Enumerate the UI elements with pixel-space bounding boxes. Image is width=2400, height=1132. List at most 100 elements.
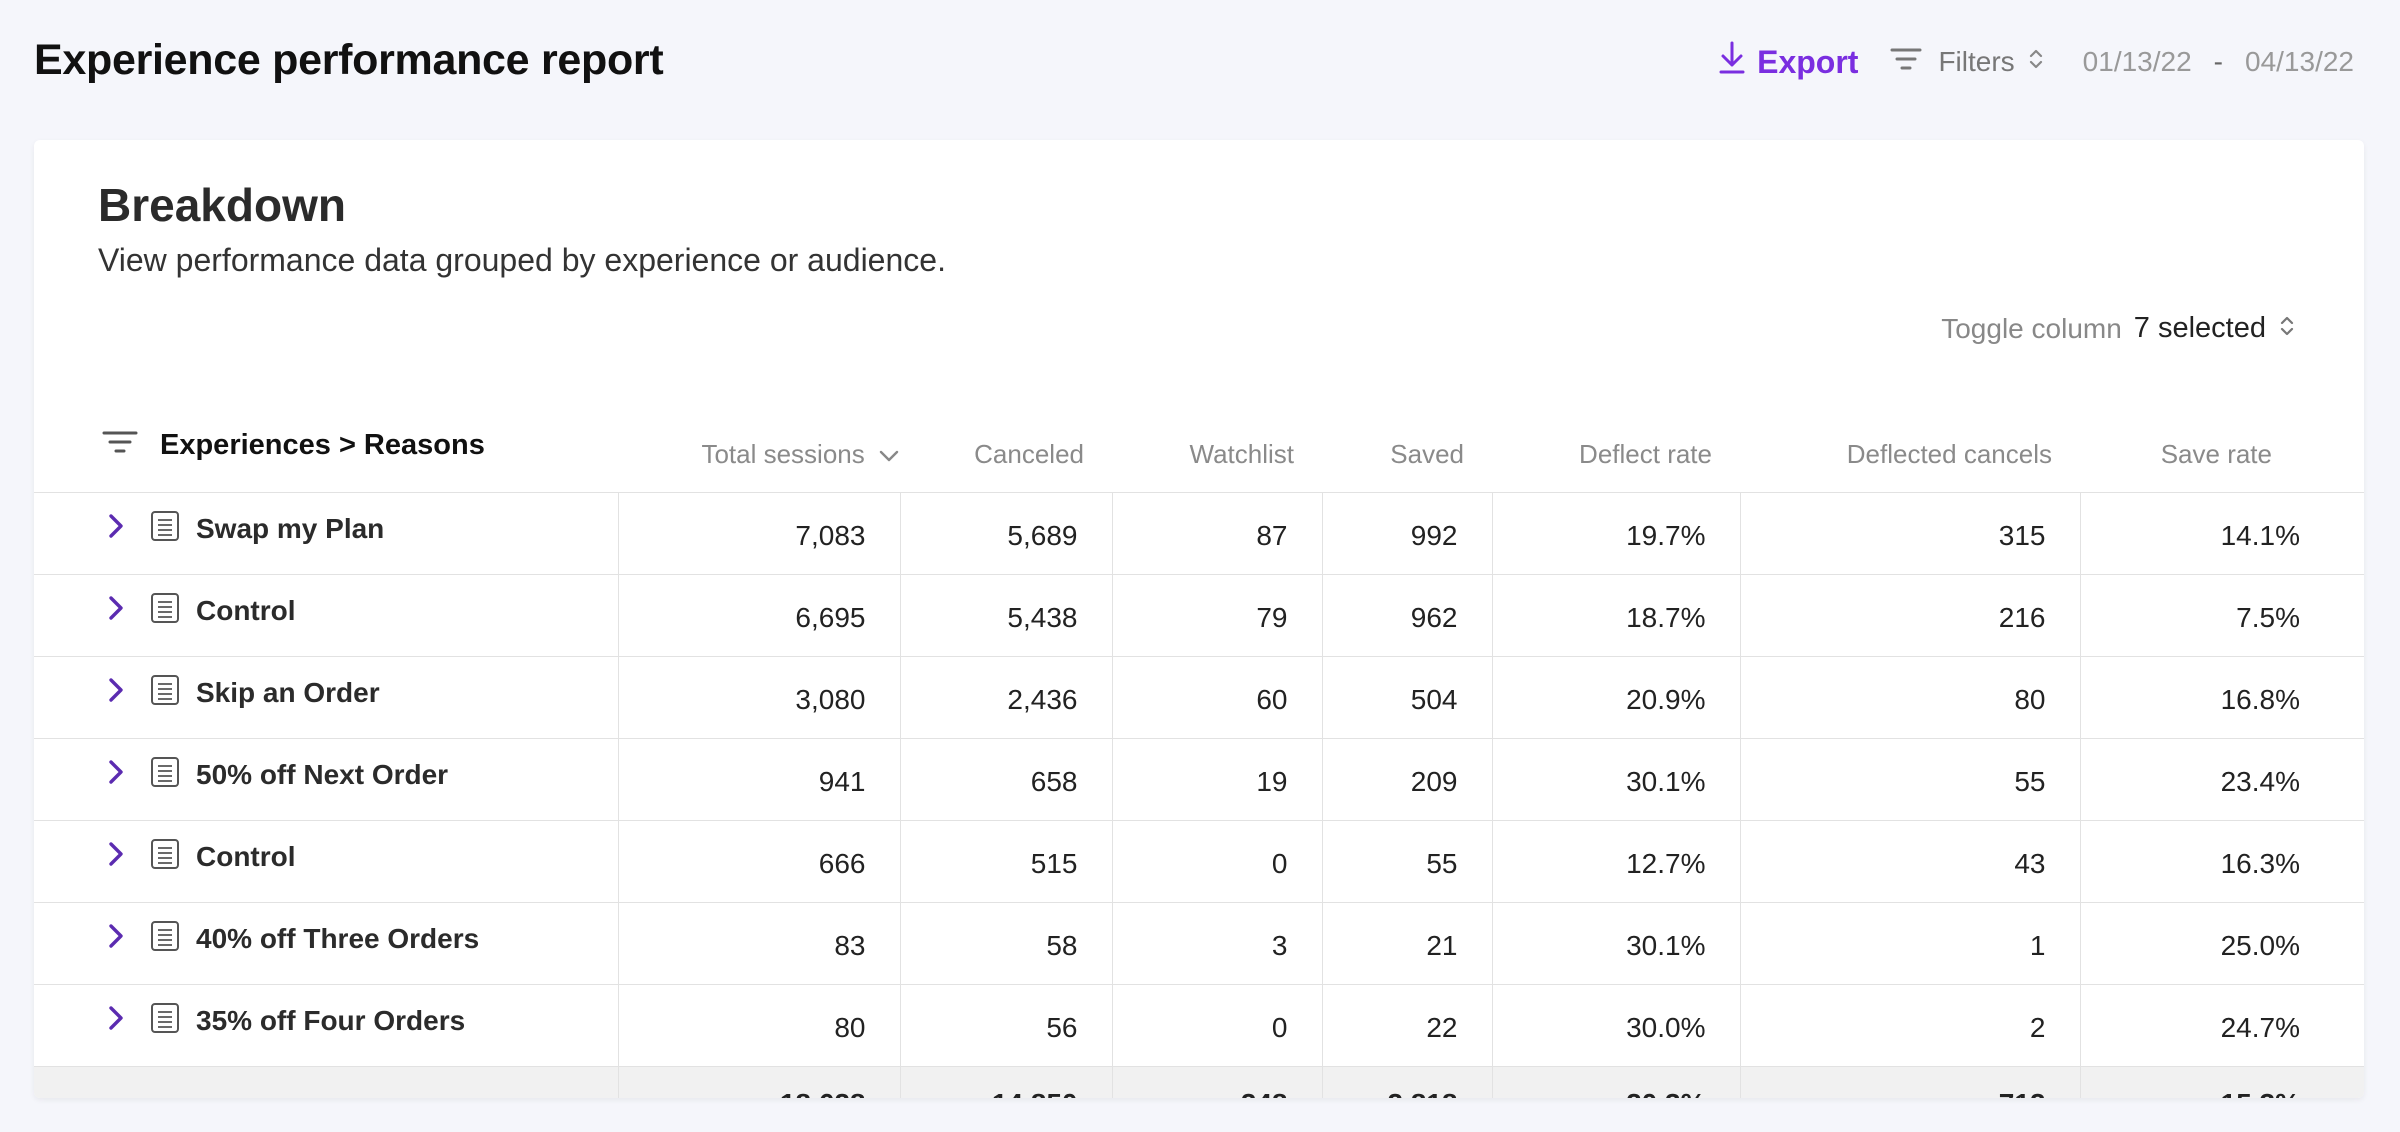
expand-chevron-right-icon[interactable]	[108, 677, 124, 710]
table-row[interactable]: 35% off Four Orders 80 56 0 22 30.0% 2 24.7%	[34, 984, 2364, 1067]
expand-chevron-right-icon[interactable]	[108, 513, 124, 546]
chevron-up-down-icon	[2029, 46, 2043, 78]
cell-saved: 504	[1321, 656, 1492, 739]
column-header-deflect-rate[interactable]: Deflect rate	[1492, 376, 1740, 493]
table-row[interactable]: 50% off Next Order 941 658 19 209 30.1% 55 23.4…	[34, 738, 2364, 821]
cell-save-rate: 14.1%	[2079, 492, 2364, 575]
filter-lines-icon	[102, 429, 160, 462]
table-row[interactable]: Control 6,695 5,438 79 962 18.7% 216 7.5%	[34, 574, 2364, 657]
cell-watchlist: 19	[1111, 738, 1322, 821]
cell-deflect-rate: 30.0%	[1491, 984, 1740, 1067]
date-range-picker[interactable]: 01/13/22 - 04/13/22	[2083, 46, 2354, 78]
cell-deflect-rate: 30.1%	[1491, 738, 1740, 821]
cell-deflected-cancels: 1	[1739, 902, 2080, 985]
total-saved: 2,818	[1321, 1066, 1492, 1098]
cell-saved: 55	[1321, 820, 1492, 903]
cell-saved: 209	[1321, 738, 1492, 821]
cell-deflect-rate: 30.1%	[1491, 902, 1740, 985]
cell-deflected-cancels: 2	[1739, 984, 2080, 1067]
cell-watchlist: 0	[1111, 820, 1322, 903]
row-label-cell: 50% off Next Order	[34, 738, 618, 821]
export-label: Export	[1757, 43, 1859, 80]
page-title: Experience performance report	[34, 36, 664, 84]
column-header-total-sessions[interactable]: Total sessions	[618, 376, 900, 493]
row-name: 50% off Next Order	[196, 759, 449, 790]
top-bar: Experience performance report Export Fil…	[0, 0, 2400, 124]
cell-total-sessions: 941	[617, 738, 900, 821]
cell-deflect-rate: 19.7%	[1491, 492, 1740, 575]
cell-saved: 22	[1321, 984, 1492, 1067]
breakdown-table: Experiences > Reasons Total sessions Can…	[34, 376, 2364, 1098]
document-list-icon	[150, 838, 180, 877]
date-from: 01/13/22	[2082, 46, 2192, 77]
row-name: 40% off Three Orders	[196, 923, 480, 954]
cell-save-rate: 7.5%	[2079, 574, 2364, 657]
totals-row: 18,62814,8502482,81820.3%71215.3%	[34, 1066, 2364, 1098]
toggle-column-value: 7 selected	[2133, 312, 2266, 344]
expand-chevron-right-icon[interactable]	[108, 595, 124, 628]
download-icon	[1719, 41, 1757, 83]
export-button[interactable]: Export	[1719, 41, 1858, 83]
column-header-saved[interactable]: Saved	[1322, 376, 1492, 493]
expand-chevron-right-icon[interactable]	[108, 841, 124, 874]
cell-canceled: 5,689	[899, 492, 1112, 575]
cell-total-sessions: 3,080	[617, 656, 900, 739]
cell-deflected-cancels: 55	[1739, 738, 2080, 821]
cell-save-rate: 25.0%	[2079, 902, 2364, 985]
cell-watchlist: 60	[1111, 656, 1322, 739]
total-canceled: 14,850	[899, 1066, 1112, 1098]
card-title: Breakdown	[98, 179, 346, 231]
chevron-up-down-icon	[2280, 313, 2294, 345]
document-list-icon	[150, 674, 180, 713]
breakdown-card: Breakdown View performance data grouped …	[34, 140, 2364, 1098]
cell-canceled: 58	[899, 902, 1112, 985]
filters-label: Filters	[1938, 46, 2015, 77]
total-deflect-rate: 20.3%	[1491, 1066, 1740, 1098]
cell-save-rate: 16.3%	[2079, 820, 2364, 903]
document-list-icon	[150, 510, 180, 549]
expand-chevron-right-icon[interactable]	[108, 759, 124, 792]
cell-save-rate: 24.7%	[2079, 984, 2364, 1067]
cell-canceled: 2,436	[899, 656, 1112, 739]
totals-label-cell	[34, 1066, 618, 1098]
cell-canceled: 515	[899, 820, 1112, 903]
cell-deflect-rate: 12.7%	[1491, 820, 1740, 903]
row-name: Skip an Order	[196, 677, 380, 708]
cell-deflected-cancels: 315	[1739, 492, 2080, 575]
column-header-save-rate[interactable]: Save rate	[2080, 376, 2364, 493]
table-row[interactable]: Swap my Plan 7,083 5,689 87 992 19.7% 315 14.1%	[34, 492, 2364, 575]
document-list-icon	[150, 592, 180, 631]
row-label-cell: 35% off Four Orders	[34, 984, 618, 1067]
cell-save-rate: 23.4%	[2079, 738, 2364, 821]
cell-watchlist: 3	[1111, 902, 1322, 985]
card-subtitle: View performance data grouped by experie…	[98, 242, 946, 278]
row-name: Control	[196, 595, 296, 626]
cell-saved: 21	[1321, 902, 1492, 985]
group-by-header[interactable]: Experiences > Reasons	[34, 376, 618, 493]
toggle-column-label: Toggle column	[1941, 312, 2122, 344]
cell-watchlist: 79	[1111, 574, 1322, 657]
row-label-cell: Control	[34, 574, 618, 657]
column-header-canceled[interactable]: Canceled	[900, 376, 1112, 493]
row-name: Control	[196, 841, 296, 872]
table-row[interactable]: Skip an Order 3,080 2,436 60 504 20.9% 80 16.8%	[34, 656, 2364, 739]
column-header-watchlist[interactable]: Watchlist	[1112, 376, 1322, 493]
cell-canceled: 56	[899, 984, 1112, 1067]
document-list-icon	[150, 1002, 180, 1041]
row-name: Swap my Plan	[196, 513, 385, 544]
cell-deflected-cancels: 216	[1739, 574, 2080, 657]
filters-button[interactable]: Filters	[1890, 46, 2042, 78]
table-row[interactable]: 40% off Three Orders 83 58 3 21 30.1% 1 25.0%	[34, 902, 2364, 985]
toggle-column-dropdown[interactable]: Toggle column 7 selected	[1941, 312, 2294, 345]
cell-canceled: 658	[899, 738, 1112, 821]
cell-total-sessions: 80	[617, 984, 900, 1067]
sort-chevron-down-icon	[879, 450, 899, 461]
table-row[interactable]: Control 666 515 0 55 12.7% 43 16.3%	[34, 820, 2364, 903]
expand-chevron-right-icon[interactable]	[108, 1005, 124, 1038]
column-header-deflected-cancels[interactable]: Deflected cancels	[1740, 376, 2080, 493]
expand-chevron-right-icon[interactable]	[108, 923, 124, 956]
cell-deflected-cancels: 43	[1739, 820, 2080, 903]
document-list-icon	[150, 756, 180, 795]
cell-watchlist: 0	[1111, 984, 1322, 1067]
filter-lines-icon	[1890, 46, 1922, 78]
